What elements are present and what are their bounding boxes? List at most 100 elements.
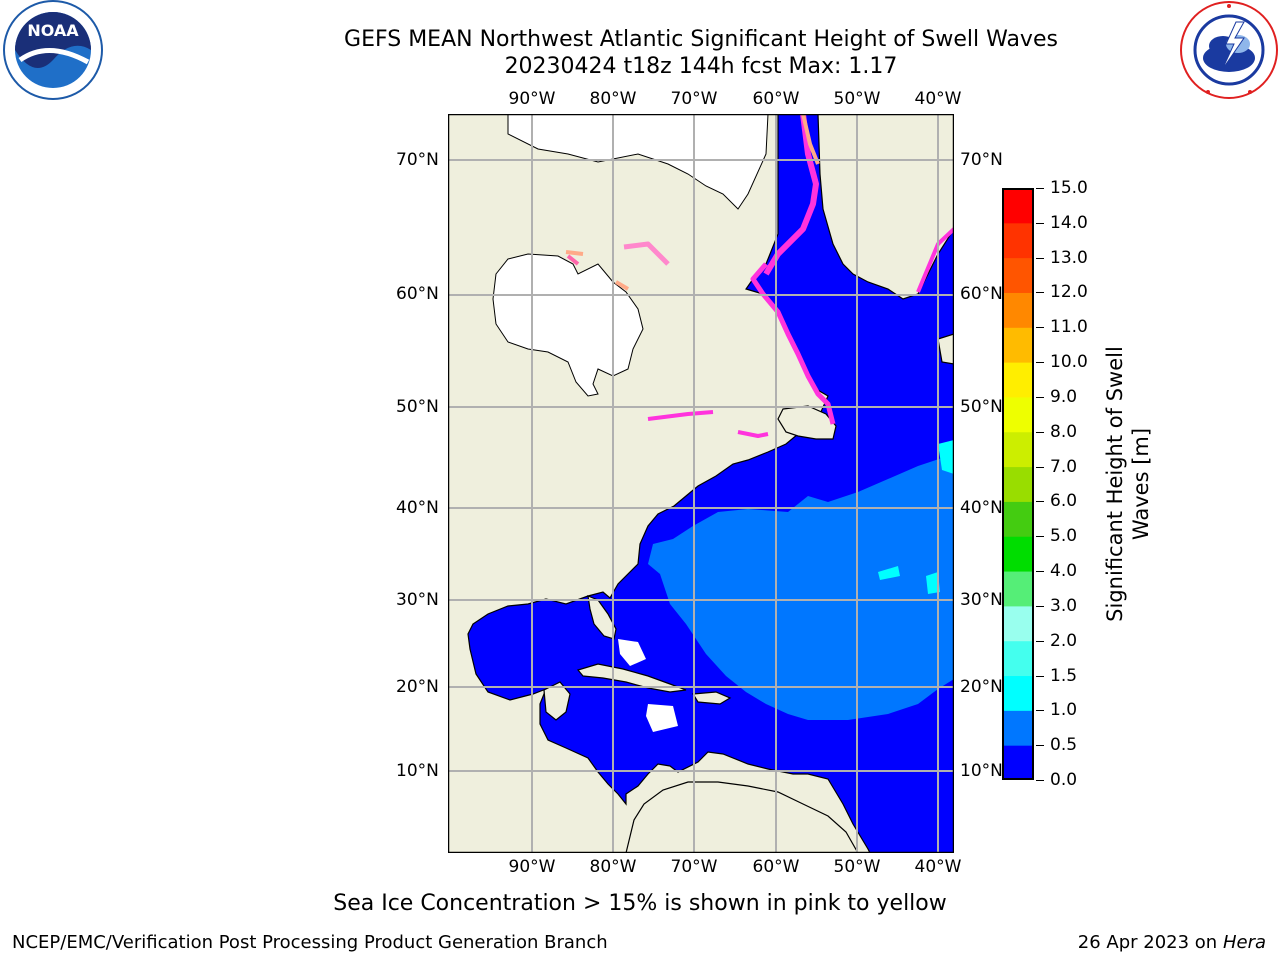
colorbar-ticks: 0.0 0.5 1.0 1.5 2.0 3.0 4.0 5.0 6.0 7.0 8.0 9.0 10.0… [1036,178,1106,790]
colorbar-tick-label: 3.0 [1050,595,1078,616]
chart-title-line1: GEFS MEAN Northwest Atlantic Significant… [344,27,1058,52]
footer-machine: Hera [1222,932,1266,953]
colorbar-tick-label: 11.0 [1050,317,1088,338]
colorbar-tick-mark [1036,292,1044,294]
colorbar-tick-label: 14.0 [1050,212,1088,233]
lon-label-top-40w: 40°W [914,89,962,109]
colorbar-tick-label: 9.0 [1050,386,1078,407]
sea-ice-note: Sea Ice Concentration > 15% is shown in … [333,891,947,916]
newfoundland [777,405,837,440]
colorbar-segment [1002,466,1034,502]
colorbar-segment [1002,327,1034,363]
colorbar-tick-label: 15.0 [1050,178,1088,198]
colorbar-segment [1002,745,1034,781]
colorbar-tick-label: 6.0 [1050,491,1078,512]
colorbar-segment [1002,571,1034,607]
lat-label-right-50n: 50°N [960,397,1003,417]
colorbar-tick-label: 7.0 [1050,456,1078,477]
colorbar-tick-label: 13.0 [1050,247,1088,268]
colorbar-label: Significant Height of Swell Waves [m] [1102,324,1154,644]
colorbar-segment [1002,222,1034,259]
colorbar-tick-mark [1036,327,1044,329]
map-gridlines [448,114,954,853]
colorbar-segment [1002,431,1034,468]
footer-left: NCEP/EMC/Verification Post Processing Pr… [12,932,608,953]
colorbar-tick-label: 8.0 [1050,421,1078,442]
colorbar-tick-label: 12.0 [1050,282,1088,303]
map-panel [447,113,956,854]
ocean-swell-mid [648,454,954,720]
colorbar-tick-mark [1036,675,1044,677]
swell-1m-patch [938,440,954,474]
colorbar [1002,188,1034,781]
lat-label-right-30n: 30°N [960,590,1003,610]
colorbar-tick-label: 0.0 [1050,770,1078,790]
colorbar-tick-mark [1036,640,1044,642]
colorbar-tick-mark [1036,710,1044,712]
colorbar-tick-mark [1036,745,1044,747]
lat-label-right-10n: 10°N [960,761,1003,781]
lat-label-right-70n: 70°N [960,150,1003,170]
colorbar-segment [1002,501,1034,537]
lon-label-bottom-50w: 50°W [833,857,881,877]
lat-label-left-70n: 70°N [396,150,439,170]
lat-label-left-60n: 60°N [396,284,439,304]
colorbar-tick-mark [1036,222,1044,224]
lon-label-bottom-40w: 40°W [914,857,962,877]
south-america [625,781,860,854]
colorbar-tick-label: 5.0 [1050,526,1078,547]
noaa-logo: NOAA [0,0,106,100]
lon-label-bottom-80w: 80°W [589,857,637,877]
colorbar-tick-label: 0.5 [1050,735,1078,756]
lon-label-top-70w: 70°W [670,89,718,109]
lat-label-left-40n: 40°N [396,498,439,518]
colorbar-tick-label: 4.0 [1050,561,1078,582]
footer-right: 26 Apr 2023 on Hera [1078,932,1266,953]
lon-label-bottom-60w: 60°W [752,857,800,877]
colorbar-tick-mark [1036,431,1044,433]
colorbar-segment [1002,396,1034,433]
lat-label-right-60n: 60°N [960,284,1003,304]
lon-label-top-90w: 90°W [508,89,556,109]
colorbar-tick-label: 1.5 [1050,665,1078,686]
colorbar-tick-mark [1036,780,1044,781]
colorbar-tick-mark [1036,188,1044,189]
colorbar-tick-label: 1.0 [1050,700,1078,721]
lon-label-bottom-90w: 90°W [508,857,556,877]
colorbar-segment [1002,710,1034,746]
lon-label-top-60w: 60°W [752,89,800,109]
colorbar-tick-mark [1036,501,1044,503]
lat-label-right-40n: 40°N [960,498,1003,518]
colorbar-segment [1002,362,1034,398]
colorbar-segment [1002,640,1034,677]
lat-label-left-50n: 50°N [396,397,439,417]
map-frame [447,113,955,854]
colorbar-segment [1002,292,1034,328]
noaa-logo-text: NOAA [27,21,79,40]
colorbar-tick-mark [1036,362,1044,364]
lat-label-right-20n: 20°N [960,677,1003,697]
colorbar-tick-mark [1036,257,1044,259]
colorbar-tick-label: 10.0 [1050,352,1088,373]
colorbar-label-text: Significant Height of Swell Waves [m] [1103,346,1153,622]
lat-label-left-30n: 30°N [396,590,439,610]
colorbar-segment [1002,536,1034,572]
colorbar-segment [1002,188,1034,224]
colorbar-segment [1002,605,1034,642]
colorbar-segment [1002,675,1034,711]
lat-label-left-20n: 20°N [396,677,439,697]
colorbar-tick-mark [1036,466,1044,468]
colorbar-tick-label: 2.0 [1050,630,1078,651]
chart-title-line2: 20230424 t18z 144h fcst Max: 1.17 [504,54,898,79]
lat-label-left-10n: 10°N [396,761,439,781]
lon-label-bottom-70w: 70°W [670,857,718,877]
colorbar-tick-mark [1036,605,1044,607]
footer-date: 26 Apr 2023 on [1077,932,1218,953]
colorbar-tick-mark [1036,536,1044,538]
colorbar-tick-mark [1036,396,1044,398]
colorbar-segment [1002,257,1034,293]
cuba [576,663,687,693]
nws-logo [1178,0,1280,100]
lon-label-top-50w: 50°W [833,89,881,109]
lon-label-top-80w: 80°W [589,89,637,109]
